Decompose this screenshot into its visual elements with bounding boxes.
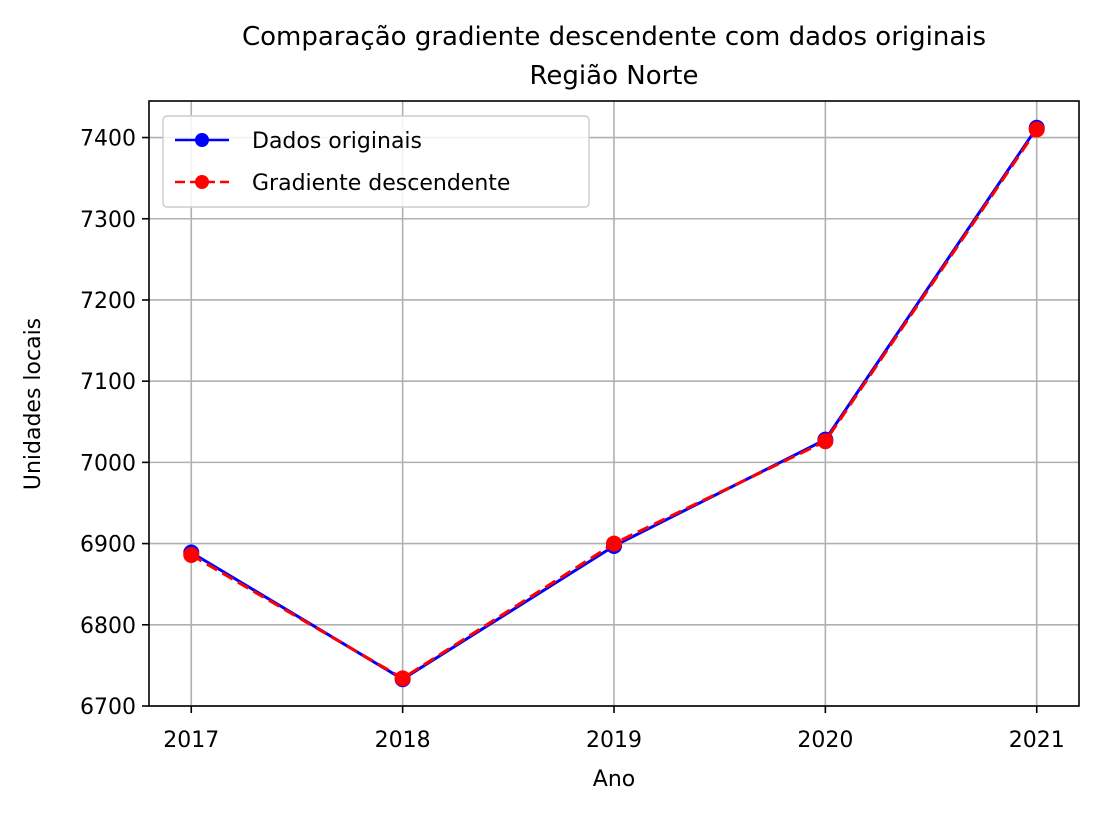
data-point-gradiente-descendente [817, 433, 834, 450]
y-axis-label: Unidades locais [21, 318, 46, 490]
y-tick-label: 7200 [80, 289, 136, 314]
y-axis-ticks: 6700 6800 6900 7000 7100 7200 7300 7400 [80, 127, 149, 720]
x-tick-label: 2017 [163, 728, 219, 753]
x-tick-label: 2021 [1009, 728, 1065, 753]
data-point-gradiente-descendente [1028, 121, 1045, 138]
x-tick-label: 2019 [586, 728, 642, 753]
series-layer [183, 119, 1045, 688]
y-tick-label: 7100 [80, 370, 136, 395]
x-tick-label: 2018 [375, 728, 431, 753]
data-point-gradiente-descendente [183, 546, 200, 563]
y-tick-label: 6800 [80, 614, 136, 639]
chart-title: Comparação gradiente descendente com dad… [242, 22, 986, 52]
y-tick-label: 6700 [80, 695, 136, 720]
y-tick-label: 7300 [80, 208, 136, 233]
legend-label-dados-originais: Dados originais [252, 129, 422, 154]
x-axis-label: Ano [593, 767, 635, 792]
chart-subtitle: Região Norte [530, 61, 699, 91]
x-tick-label: 2020 [797, 728, 853, 753]
y-tick-label: 7000 [80, 451, 136, 476]
y-tick-label: 6900 [80, 533, 136, 558]
y-tick-label: 7400 [80, 127, 136, 152]
legend-marker-gradiente-descendente [195, 175, 209, 189]
x-axis-ticks: 2017 2018 2019 2020 2021 [163, 706, 1065, 753]
legend-label-gradiente-descendente: Gradiente descendente [252, 171, 510, 196]
legend-marker-dados-originais [195, 133, 209, 147]
data-point-gradiente-descendente [394, 670, 411, 687]
legend-box [162, 115, 590, 208]
data-point-gradiente-descendente [606, 535, 622, 552]
legend: Dados originais Gradiente descendente [162, 115, 590, 208]
